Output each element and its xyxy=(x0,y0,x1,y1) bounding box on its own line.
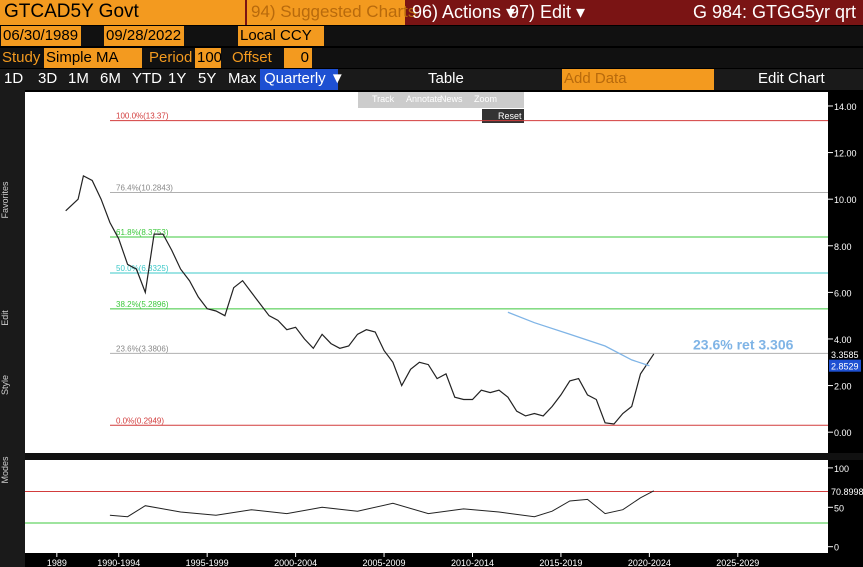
x-tick-label: 2025-2029 xyxy=(716,558,759,567)
x-tick-label: 1989 xyxy=(47,558,67,567)
end-date[interactable]: 09/28/2022 xyxy=(104,26,184,46)
price-line xyxy=(65,175,655,425)
x-tick-label: 2000-2004 xyxy=(274,558,317,567)
y-tick-label: 0.00 xyxy=(834,428,852,438)
chart-tools xyxy=(358,92,524,108)
y-tick-label: 14.00 xyxy=(834,102,857,112)
x-tick-label: 2005-2009 xyxy=(363,558,406,567)
study-name[interactable]: Simple MA xyxy=(44,48,142,68)
y-tick-label: 12.00 xyxy=(834,149,857,159)
side-tab[interactable]: Favorites xyxy=(0,181,10,219)
period-button[interactable]: 1M xyxy=(68,70,89,87)
chart-tool[interactable]: News xyxy=(440,94,463,104)
actions-menu[interactable]: 96) Actions ▾ xyxy=(412,2,516,22)
reset[interactable]: Reset xyxy=(498,111,522,121)
period-button[interactable]: 1D xyxy=(4,70,24,87)
side-toolbar xyxy=(0,90,25,567)
fib-label: 61.8%(8.3753) xyxy=(116,228,169,237)
table-button[interactable]: Table xyxy=(428,70,464,87)
value-tag-label: 3.3585 xyxy=(831,350,859,360)
fib-label: 50.0%(6.8325) xyxy=(116,264,169,273)
fib-label: 100.0%(13.37) xyxy=(116,112,169,121)
side-tab[interactable]: Modes xyxy=(0,456,10,484)
edit-chart[interactable]: Edit Chart xyxy=(758,70,825,87)
chart-tool[interactable]: Zoom xyxy=(474,94,497,104)
x-tick-label: 1995-1999 xyxy=(186,558,229,567)
x-tick-label: 2010-2014 xyxy=(451,558,494,567)
rsi-tick-label: 50 xyxy=(834,503,844,513)
panel-divider xyxy=(25,453,863,460)
fib-label: 0.0%(0.2949) xyxy=(116,416,164,425)
side-tab[interactable]: Edit xyxy=(0,310,10,326)
reset-box xyxy=(482,109,524,123)
y-tick-label: 2.00 xyxy=(834,382,852,392)
edit-menu[interactable]: 97) Edit ▾ xyxy=(509,2,586,22)
price-panel xyxy=(25,92,828,455)
offset[interactable]: 0 xyxy=(284,48,312,68)
function-name: G 984: GTGG5yr qrt xyxy=(692,2,856,22)
annotation: 23.6% ret 3.306 xyxy=(693,336,794,352)
rsi-panel xyxy=(25,460,828,553)
y-tick-label: 8.00 xyxy=(834,242,852,252)
y-tick-label: 4.00 xyxy=(834,335,852,345)
frequency[interactable]: Quarterly ▼ xyxy=(260,69,345,90)
currency[interactable]: Local CCY xyxy=(238,26,324,46)
study-label: Study xyxy=(2,49,41,66)
period-button[interactable]: Max xyxy=(228,70,257,87)
period-button[interactable]: 1Y xyxy=(168,70,187,87)
period-label: Period xyxy=(149,49,193,66)
ticker[interactable]: GTCAD5Y Govt xyxy=(0,0,245,25)
chart-tool[interactable]: Annotate xyxy=(406,94,442,104)
chart-tool[interactable]: Track xyxy=(372,94,395,104)
range-bar xyxy=(0,26,863,46)
rsi-line xyxy=(109,490,655,518)
value-tag xyxy=(829,484,861,497)
value-tag xyxy=(829,347,861,360)
value-tag-label: 70.8998 xyxy=(831,487,863,497)
rsi-tick-label: 0 xyxy=(834,543,839,553)
fib-label: 38.2%(5.2896) xyxy=(116,300,169,309)
x-tick-label: 2020-2024 xyxy=(628,558,671,567)
fib-label: 23.6%(3.3806) xyxy=(116,344,169,353)
x-tick-label: 2015-2019 xyxy=(539,558,582,567)
suggested-charts[interactable]: 94) Suggested Charts xyxy=(247,0,416,25)
fib-label: 76.4%(10.2843) xyxy=(116,184,173,193)
period-button[interactable]: 5Y xyxy=(198,70,217,87)
start-date[interactable]: 06/30/1989 xyxy=(1,26,81,46)
y-tick-label: 6.00 xyxy=(834,288,852,298)
period-button[interactable]: 3D xyxy=(38,70,58,87)
side-tab[interactable]: Style xyxy=(0,375,10,395)
add-data[interactable]: Add Data xyxy=(562,69,714,90)
period-button[interactable]: 6M xyxy=(100,70,121,87)
value-tag xyxy=(829,359,861,372)
offset-label: Offset xyxy=(232,49,272,66)
moving-average xyxy=(507,311,650,367)
rsi-tick-label: 100 xyxy=(834,464,849,474)
x-tick-label: 1990-1994 xyxy=(97,558,140,567)
value-tag-label: 2.8529 xyxy=(831,362,859,372)
period-button[interactable]: YTD xyxy=(132,70,162,87)
y-tick-label: 10.00 xyxy=(834,195,857,205)
period[interactable]: 100 xyxy=(195,48,223,68)
